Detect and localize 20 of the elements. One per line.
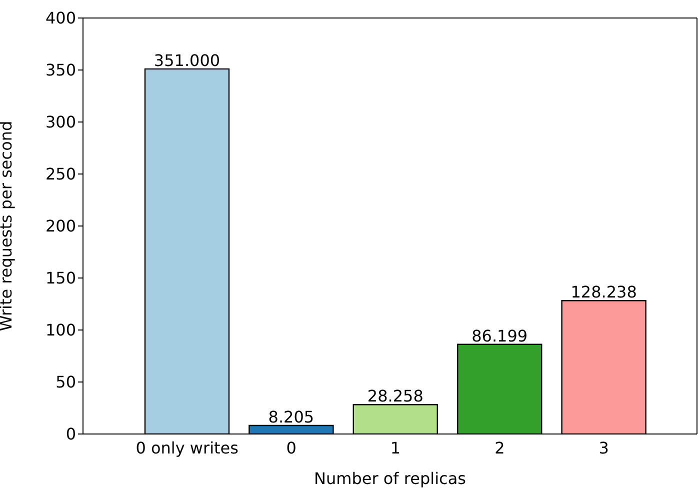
x-axis-title: Number of replicas [314, 469, 466, 488]
data-label: 351.000 [154, 50, 220, 70]
y-tick-label: 150 [45, 268, 76, 288]
data-label: 28.258 [367, 386, 424, 406]
x-tick-label: 2 [494, 438, 505, 458]
x-tick-label: 0 only writes [136, 438, 238, 458]
y-tick-label: 100 [45, 320, 76, 340]
data-label: 128.238 [570, 282, 637, 302]
y-tick-label: 400 [45, 8, 76, 28]
y-tick-label: 250 [45, 164, 76, 184]
data-label: 8.205 [268, 407, 314, 426]
y-tick-label: 0 [66, 424, 76, 444]
y-tick-label: 200 [45, 216, 76, 236]
y-tick-label: 50 [56, 372, 76, 392]
data-label: 86.199 [472, 326, 528, 346]
x-tick-label: 1 [390, 438, 401, 458]
x-tick-label: 3 [598, 438, 609, 458]
x-tick-label: 0 [286, 438, 296, 458]
y-tick-label: 350 [45, 60, 76, 80]
y-tick-label: 300 [45, 112, 76, 132]
